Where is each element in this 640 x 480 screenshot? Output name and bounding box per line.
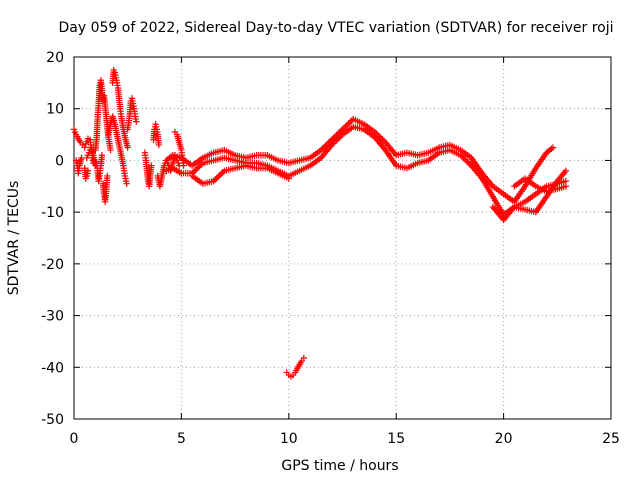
data-point — [180, 162, 187, 169]
axis-ticks — [73, 56, 612, 420]
data-point — [562, 167, 570, 174]
data-point — [133, 118, 140, 125]
series-track-f-early — [93, 152, 106, 185]
data-point — [81, 144, 88, 151]
series-lower-track-3 — [188, 162, 292, 187]
data-point — [192, 167, 199, 174]
data-point — [549, 144, 557, 151]
plot-frame — [73, 56, 612, 420]
series-track-i-early — [105, 113, 130, 187]
data-point — [218, 170, 225, 177]
y-tick-label: -10 — [41, 205, 64, 221]
y-tick-labels: -50 -40 -30 -20 -10 0 10 20 — [41, 50, 64, 428]
x-tick-label: 15 — [387, 431, 405, 447]
series-outlier-track — [283, 354, 308, 380]
data-point — [98, 152, 106, 159]
data-point — [84, 167, 92, 174]
y-tick-label: 0 — [55, 153, 64, 169]
data-point — [107, 146, 114, 154]
data-point — [124, 144, 131, 151]
data-series — [70, 66, 570, 380]
y-tick-label: -30 — [41, 309, 64, 325]
data-point — [78, 154, 85, 162]
series-track-h-early — [109, 66, 131, 151]
x-tick-label: 20 — [495, 431, 513, 447]
series-track-j-early — [124, 95, 140, 133]
series-track-b-early — [72, 154, 85, 177]
y-tick-label: -50 — [41, 412, 64, 428]
x-tick-label: 25 — [602, 431, 620, 447]
data-point — [213, 174, 220, 182]
y-tick-label: 20 — [46, 50, 64, 66]
x-tick-label: 0 — [70, 431, 79, 447]
x-tick-label: 5 — [177, 431, 186, 447]
data-point — [155, 141, 163, 149]
series-track-l-early — [150, 121, 163, 149]
series-track-g-early — [99, 172, 111, 205]
series-track-c-early — [81, 164, 92, 182]
data-point — [215, 173, 222, 180]
x-tick-label: 10 — [280, 431, 298, 447]
series-track-e-early — [92, 77, 114, 154]
y-tick-label: 10 — [46, 102, 64, 118]
data-point — [562, 183, 570, 190]
chart-title: Day 059 of 2022, Sidereal Day-to-day VTE… — [58, 20, 613, 36]
data-point — [148, 162, 155, 169]
data-point — [285, 175, 292, 182]
y-tick-label: -40 — [41, 360, 64, 376]
x-tick-labels: 0 5 10 15 20 25 — [70, 431, 620, 447]
data-point — [300, 354, 308, 362]
grid-lines — [74, 57, 611, 419]
x-axis-title: GPS time / hours — [281, 458, 398, 474]
y-tick-label: -20 — [41, 257, 64, 273]
data-point — [123, 180, 130, 187]
series-lower-track-5 — [511, 175, 570, 195]
data-point — [216, 172, 223, 179]
data-point — [104, 172, 111, 180]
y-axis-title: SDTVAR / TECUs — [6, 181, 22, 296]
series-track-k-early — [141, 149, 155, 190]
